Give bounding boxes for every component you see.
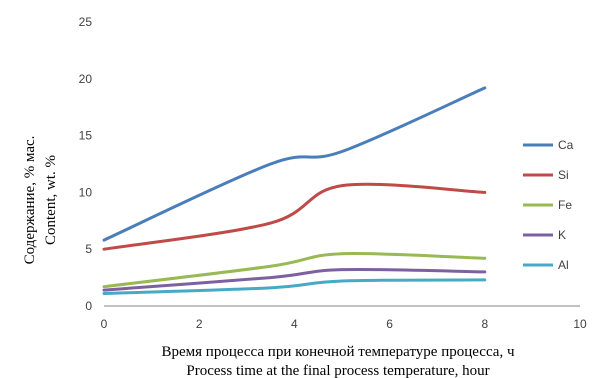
- x-tick-label: 10: [573, 317, 587, 331]
- series-line-k: [102, 267, 487, 292]
- series-line-al: [102, 278, 487, 295]
- y-axis-title-ru: Содержание, % мас.: [22, 136, 38, 265]
- series-lines: [102, 86, 487, 295]
- x-tick-label: 0: [101, 317, 108, 331]
- legend-label-ca: Ca: [558, 138, 574, 152]
- series-line-ca: [102, 86, 487, 242]
- legend-label-fe: Fe: [558, 198, 572, 212]
- legend-label-al: Al: [558, 258, 569, 272]
- series-line-fe: [102, 252, 487, 289]
- y-axis-title-en: Content, wt. %: [43, 155, 59, 245]
- x-tick-label: 2: [196, 317, 203, 331]
- y-axis-ticks: 0 5 10 15 20 25: [79, 15, 93, 313]
- y-tick-label: 0: [85, 299, 92, 313]
- legend: Ca Si Fe K Al: [523, 138, 574, 272]
- y-tick-label: 25: [79, 15, 93, 29]
- y-tick-label: 10: [79, 185, 93, 199]
- x-tick-label: 6: [386, 317, 393, 331]
- x-axis-title-en: Process time at the final process temper…: [186, 363, 489, 378]
- y-tick-label: 15: [79, 129, 93, 143]
- x-axis-title-ru: Время процесса при конечной температуре …: [162, 344, 515, 360]
- x-tick-label: 8: [481, 317, 488, 331]
- series-line-si: [102, 182, 487, 251]
- y-tick-label: 20: [79, 72, 93, 86]
- legend-label-si: Si: [558, 168, 569, 182]
- legend-label-k: K: [558, 228, 566, 242]
- y-tick-label: 5: [85, 242, 92, 256]
- x-tick-label: 4: [291, 317, 298, 331]
- x-axis-ticks: 0 2 4 6 8 10: [101, 317, 587, 331]
